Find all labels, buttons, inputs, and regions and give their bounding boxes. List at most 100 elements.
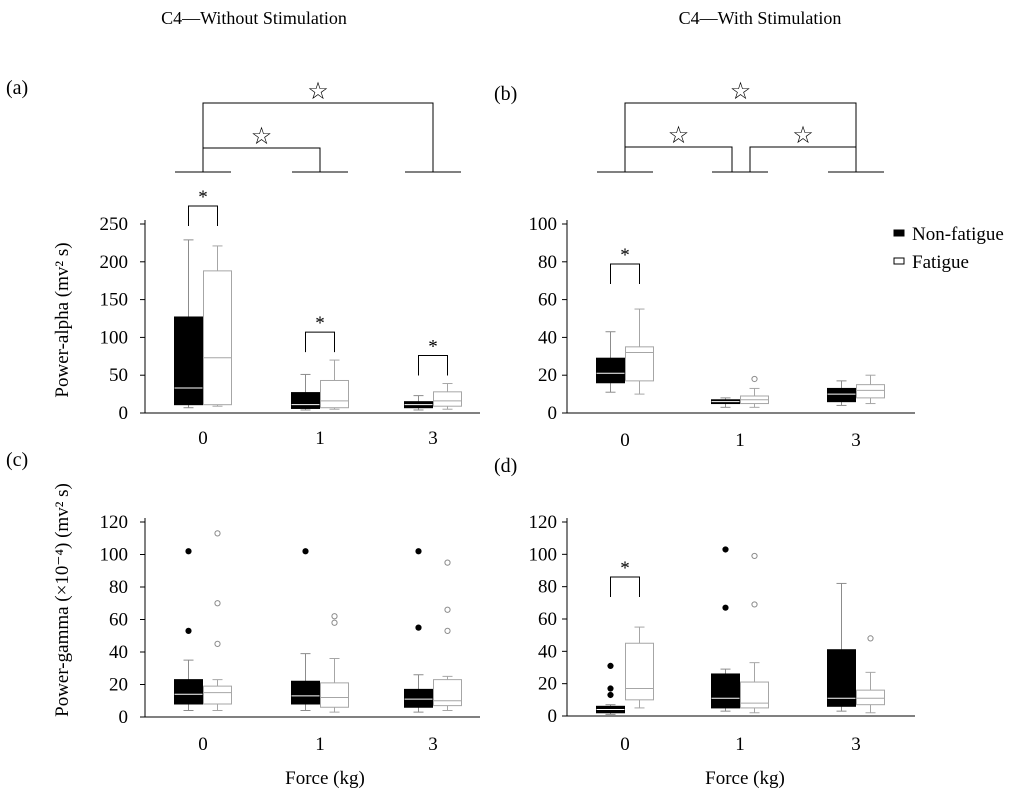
outlier-point <box>331 619 338 626</box>
significance-bracket <box>418 355 448 376</box>
x-tick-label-d: 1 <box>735 734 745 755</box>
significance-bracket <box>610 576 640 597</box>
significance-star: * <box>620 245 630 266</box>
y-tick-label-c: 100 <box>100 545 129 566</box>
outlier-point <box>722 546 729 553</box>
significance-star: * <box>428 337 438 358</box>
outlier-point <box>867 635 874 642</box>
outlier-point <box>302 548 309 555</box>
legend-label-non-fatigue: Non-fatigue <box>912 224 1004 245</box>
box-non-fatigue <box>711 673 740 709</box>
box-non-fatigue <box>174 679 203 705</box>
x-axis-title-right: Force (kg) <box>705 768 785 789</box>
outlier-point <box>331 613 338 620</box>
box-fatigue <box>203 270 232 406</box>
box-fatigue <box>433 391 462 407</box>
panel-tag-d: (d) <box>494 455 517 477</box>
outlier-point <box>214 600 221 607</box>
x-tick-label-c: 0 <box>198 734 208 755</box>
x-tick-label-a: 1 <box>315 428 325 449</box>
x-tick-label-d: 0 <box>620 734 630 755</box>
box-fatigue <box>203 685 232 705</box>
box-fatigue <box>856 384 885 399</box>
group-comparison-star: ☆ <box>792 123 814 149</box>
y-tick-label-d: 60 <box>538 609 557 630</box>
y-tick-label-a: 200 <box>100 252 129 273</box>
box-fatigue <box>320 379 349 409</box>
significance-bracket <box>305 331 335 353</box>
box-fatigue <box>625 346 654 382</box>
y-tick-label-c: 80 <box>109 577 128 598</box>
box-non-fatigue <box>827 649 856 707</box>
legend-swatch-non-fatigue <box>893 229 905 237</box>
panel-tag-a: (a) <box>6 77 28 99</box>
group-comparison-star: ☆ <box>730 79 752 105</box>
outlier-point <box>607 685 614 692</box>
significance-star: * <box>620 558 630 579</box>
column-title-right: C4—With Stimulation <box>679 8 842 28</box>
box-non-fatigue <box>291 680 320 705</box>
box-fatigue <box>433 679 462 707</box>
y-tick-label-d: 120 <box>529 512 558 533</box>
significance-bracket <box>610 263 640 284</box>
group-comparison-star: ☆ <box>307 79 329 105</box>
significance-star: * <box>198 187 208 208</box>
outlier-point <box>444 559 451 566</box>
group-comparison-bracket <box>202 147 321 172</box>
group-comparison-bracket <box>624 146 733 172</box>
outlier-point <box>607 691 614 699</box>
outlier-point <box>751 375 758 383</box>
y-tick-label-b: 80 <box>538 252 557 273</box>
box-fatigue <box>625 642 654 701</box>
legend: Non-fatigue Fatigue <box>893 224 1004 273</box>
x-tick-label-b: 1 <box>735 430 745 451</box>
y-axis-title-gamma: Power-gamma (×10⁻⁴) (mv² s) <box>52 483 73 717</box>
significance-bracket <box>188 205 218 226</box>
box-fatigue <box>320 682 349 708</box>
outlier-point <box>751 552 758 560</box>
y-tick-label-a: 0 <box>119 403 129 424</box>
box-non-fatigue <box>404 688 433 708</box>
x-tick-label-d: 3 <box>851 734 861 755</box>
group-comparison-star: ☆ <box>251 124 273 150</box>
outlier-point <box>415 548 422 555</box>
y-tick-label-a: 50 <box>109 365 128 386</box>
y-tick-label-c: 120 <box>100 512 129 533</box>
outlier-point <box>185 548 192 555</box>
outlier-point <box>607 662 614 669</box>
panel-tag-b: (b) <box>494 83 517 105</box>
outlier-point <box>722 604 729 611</box>
legend-swatch-fatigue <box>893 257 905 265</box>
y-tick-label-c: 0 <box>119 707 129 728</box>
y-tick-label-d: 100 <box>529 544 558 565</box>
y-tick-label-d: 0 <box>548 706 558 727</box>
y-tick-label-b: 0 <box>548 403 558 424</box>
outlier-point <box>185 627 192 634</box>
group-comparison-star: ☆ <box>668 123 690 149</box>
outlier-point <box>214 640 221 647</box>
x-tick-label-b: 0 <box>620 430 630 451</box>
outlier-point <box>214 530 221 537</box>
box-non-fatigue <box>174 316 203 406</box>
outlier-point <box>415 624 422 631</box>
column-title-left: C4—Without Stimulation <box>161 8 347 28</box>
y-tick-label-a: 250 <box>100 214 129 235</box>
outlier-point <box>444 627 451 634</box>
legend-label-fatigue: Fatigue <box>912 252 969 273</box>
x-tick-label-a: 3 <box>428 428 438 449</box>
y-tick-label-a: 150 <box>100 290 129 311</box>
x-axis-title-left: Force (kg) <box>285 768 365 789</box>
box-fatigue <box>740 681 769 709</box>
box-non-fatigue <box>827 387 856 403</box>
significance-star: * <box>315 313 325 334</box>
y-axis-title-alpha: Power-alpha (mv² s) <box>52 242 73 397</box>
y-tick-label-b: 40 <box>538 327 557 348</box>
y-tick-label-c: 60 <box>109 610 128 631</box>
y-tick-label-d: 20 <box>538 674 557 695</box>
x-tick-label-a: 0 <box>198 428 208 449</box>
panel-tag-c: (c) <box>6 449 28 471</box>
group-comparison-bracket <box>202 102 434 172</box>
x-tick-label-c: 1 <box>315 734 325 755</box>
